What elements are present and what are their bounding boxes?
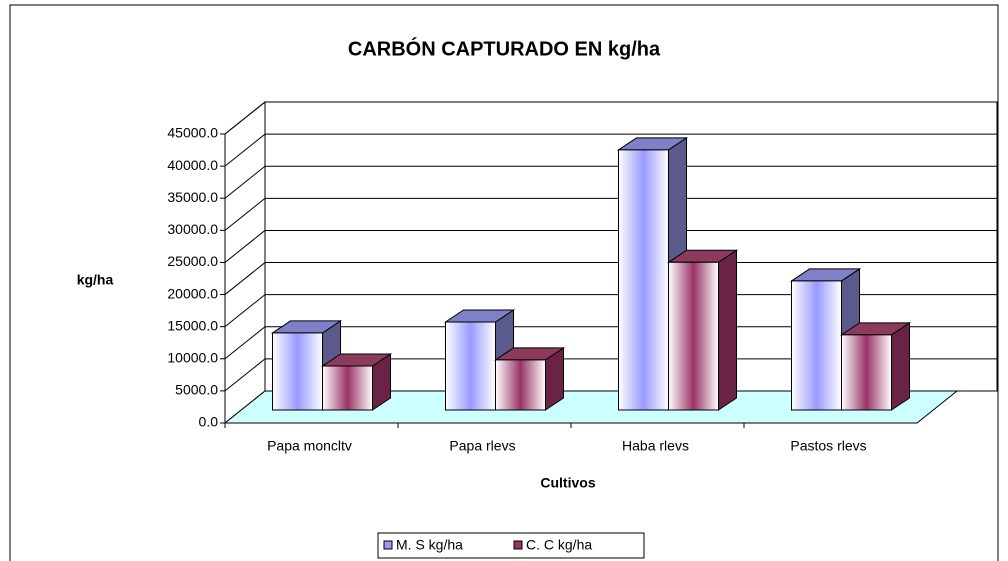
grid-line <box>224 326 266 360</box>
grid-line <box>224 358 266 392</box>
chart-title: CARBÓN CAPTURADO EN kg/ha <box>348 36 661 60</box>
grid-line <box>224 197 266 231</box>
x-tick-label: Papa rlevs <box>449 438 515 454</box>
x-tick-label: Pastos rlevs <box>790 438 866 454</box>
bar <box>618 149 669 411</box>
grid-line <box>224 262 266 295</box>
grid-line <box>224 165 266 199</box>
grid-line <box>224 230 266 263</box>
y-tick-label: 0.0 <box>199 414 219 430</box>
legend-label: C. C kg/ha <box>526 537 592 553</box>
bar <box>668 261 719 411</box>
y-tick-label: 5000.0 <box>175 382 218 398</box>
bar <box>445 321 496 411</box>
bar-side <box>891 321 910 411</box>
grid-line <box>224 101 266 135</box>
y-tick-label: 20000.0 <box>167 285 218 301</box>
y-tick-label: 40000.0 <box>167 157 218 173</box>
legend <box>377 532 645 559</box>
grid-line <box>224 133 266 167</box>
y-tick-label: 10000.0 <box>167 349 218 365</box>
x-axis-label: Cultivos <box>540 475 595 491</box>
y-tick-label: 25000.0 <box>167 253 218 269</box>
legend-swatch <box>383 540 393 550</box>
legend-label: M. S kg/ha <box>396 537 463 553</box>
bar <box>322 365 373 411</box>
bar <box>791 280 842 411</box>
bar-side <box>718 249 737 411</box>
y-axis-label: kg/ha <box>77 272 114 288</box>
x-tick-label: Papa moncltv <box>267 438 352 454</box>
y-tick-label: 35000.0 <box>167 189 218 205</box>
bar <box>841 334 892 411</box>
grid-line <box>224 294 266 328</box>
x-tick-label: Haba rlevs <box>622 438 689 454</box>
legend-swatch <box>513 540 523 550</box>
y-tick-label: 15000.0 <box>167 317 218 333</box>
y-tick-label: 30000.0 <box>167 221 218 237</box>
bar <box>272 332 323 411</box>
y-tick-label: 45000.0 <box>167 125 218 141</box>
bar <box>495 359 546 411</box>
